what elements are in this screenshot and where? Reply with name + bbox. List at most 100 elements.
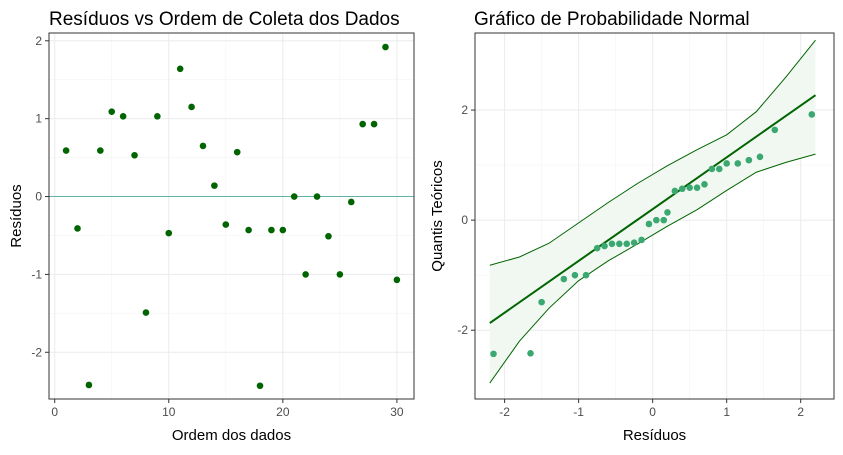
left-x-tick-label: 20 bbox=[276, 405, 290, 419]
left-chart-title: Resíduos vs Ordem de Coleta dos Dados bbox=[49, 9, 400, 30]
left-panel-border bbox=[48, 32, 415, 400]
right-data-point bbox=[527, 350, 534, 357]
left-data-point bbox=[222, 221, 230, 228]
left-x-tick-label: 0 bbox=[51, 405, 58, 419]
left-data-point bbox=[256, 382, 264, 390]
right-qq-line bbox=[489, 94, 817, 324]
right-data-point bbox=[653, 216, 660, 224]
normal-probability-chart: Gráfico de Probabilidade Normal -2 -1 0 1 2 … bbox=[429, 9, 835, 444]
right-x-tick-label: 0 bbox=[649, 405, 656, 419]
right-data-point bbox=[623, 240, 631, 248]
right-data-point bbox=[693, 184, 701, 191]
left-gridlines bbox=[49, 33, 414, 399]
left-data-point bbox=[142, 309, 150, 316]
left-data-point bbox=[199, 142, 207, 150]
left-y-tick-label: 1 bbox=[35, 112, 42, 126]
left-y-tick-label: 2 bbox=[35, 34, 42, 48]
right-data-point bbox=[723, 160, 730, 167]
right-data-point bbox=[745, 156, 753, 164]
left-data-point bbox=[370, 120, 378, 128]
right-data-point bbox=[582, 271, 590, 279]
right-data-point bbox=[708, 165, 716, 173]
left-data-point bbox=[279, 226, 287, 234]
left-y-tick-label: -1 bbox=[31, 267, 42, 281]
left-data-point bbox=[359, 120, 366, 128]
left-x-tick-label: 30 bbox=[390, 405, 404, 419]
right-x-tick-label: 2 bbox=[797, 405, 804, 419]
right-x-axis-ticks: -2 -1 0 1 2 bbox=[499, 399, 804, 419]
right-data-point bbox=[538, 298, 545, 306]
right-panel-border bbox=[474, 32, 835, 400]
right-chart-title: Gráfico de Probabilidade Normal bbox=[474, 9, 750, 30]
right-data-point bbox=[808, 111, 816, 118]
left-data-point bbox=[62, 147, 70, 154]
right-y-tick-label: 2 bbox=[461, 103, 468, 117]
right-data-point bbox=[593, 244, 601, 252]
left-data-point bbox=[165, 229, 173, 237]
right-data-point bbox=[756, 153, 764, 161]
right-y-axis-title: Quantis Teóricos bbox=[429, 160, 446, 271]
confidence-band-upper bbox=[489, 39, 816, 266]
right-data-point bbox=[645, 220, 653, 228]
left-data-point bbox=[336, 271, 344, 278]
right-data-point bbox=[715, 165, 723, 173]
right-x-tick-label: -1 bbox=[573, 405, 584, 419]
left-data-point bbox=[325, 232, 332, 240]
right-data-points bbox=[490, 111, 816, 358]
left-y-tick-label: -2 bbox=[31, 345, 42, 359]
left-data-point bbox=[97, 147, 104, 154]
left-data-point bbox=[108, 108, 116, 115]
left-data-point bbox=[268, 226, 275, 234]
left-data-point bbox=[176, 65, 184, 73]
left-data-point bbox=[188, 103, 195, 111]
left-y-tick-label: 0 bbox=[35, 190, 42, 204]
right-data-point bbox=[608, 240, 616, 248]
left-data-point bbox=[347, 198, 355, 206]
left-data-point bbox=[382, 43, 389, 51]
right-data-point bbox=[630, 239, 638, 246]
right-data-point bbox=[660, 216, 668, 224]
right-data-point bbox=[678, 185, 686, 193]
right-data-point bbox=[638, 236, 645, 244]
confidence-band-fill bbox=[489, 40, 816, 384]
left-data-point bbox=[131, 151, 138, 159]
right-data-point bbox=[664, 209, 671, 216]
right-data-point bbox=[601, 242, 608, 250]
left-data-point bbox=[302, 271, 309, 278]
right-x-tick-label: 1 bbox=[723, 405, 730, 419]
right-data-point bbox=[734, 160, 742, 167]
right-confidence-band bbox=[489, 39, 816, 384]
residuals-vs-order-chart: Resíduos vs Ordem de Coleta dos Dados 0 1… bbox=[8, 9, 415, 444]
right-data-point bbox=[671, 187, 679, 195]
right-data-point bbox=[560, 275, 568, 283]
qq-reference-line bbox=[489, 94, 817, 324]
right-y-axis-ticks: -2 0 2 bbox=[457, 103, 475, 337]
right-data-point bbox=[771, 126, 779, 134]
right-x-axis-title: Resíduos bbox=[623, 427, 686, 444]
right-data-point bbox=[571, 271, 579, 279]
left-data-point bbox=[74, 225, 81, 232]
confidence-band-lower bbox=[489, 153, 816, 384]
right-data-point bbox=[490, 350, 497, 358]
left-data-point bbox=[393, 276, 401, 284]
left-y-axis-title: Resíduos bbox=[8, 184, 25, 247]
left-data-point bbox=[211, 182, 218, 189]
right-data-point bbox=[616, 240, 623, 248]
left-x-axis-ticks: 0 10 20 30 bbox=[51, 399, 404, 419]
left-y-axis-ticks: -2 -1 0 1 2 bbox=[31, 34, 49, 359]
left-data-point bbox=[119, 113, 127, 120]
left-x-axis-title: Ordem dos dados bbox=[172, 427, 291, 444]
left-data-point bbox=[85, 381, 93, 389]
right-y-tick-label: -2 bbox=[457, 323, 468, 337]
left-data-point bbox=[233, 148, 241, 156]
right-y-tick-label: 0 bbox=[461, 213, 468, 227]
right-data-point bbox=[686, 184, 693, 191]
right-data-point bbox=[701, 181, 708, 188]
left-data-point bbox=[290, 193, 298, 200]
left-data-points bbox=[62, 43, 401, 390]
left-data-point bbox=[245, 226, 252, 234]
left-data-point bbox=[154, 113, 161, 120]
left-x-tick-label: 10 bbox=[162, 405, 176, 419]
